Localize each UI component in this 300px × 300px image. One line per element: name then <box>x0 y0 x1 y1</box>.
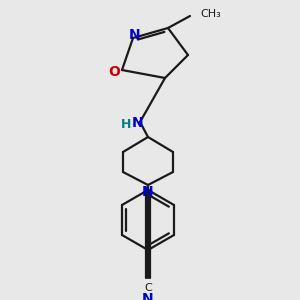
Text: CH₃: CH₃ <box>200 9 221 19</box>
Text: N: N <box>142 185 154 199</box>
Text: C: C <box>144 283 152 293</box>
Text: N: N <box>132 116 144 130</box>
Text: N: N <box>129 28 141 42</box>
Text: H: H <box>121 118 131 130</box>
Text: N: N <box>142 292 154 300</box>
Text: O: O <box>108 65 120 79</box>
